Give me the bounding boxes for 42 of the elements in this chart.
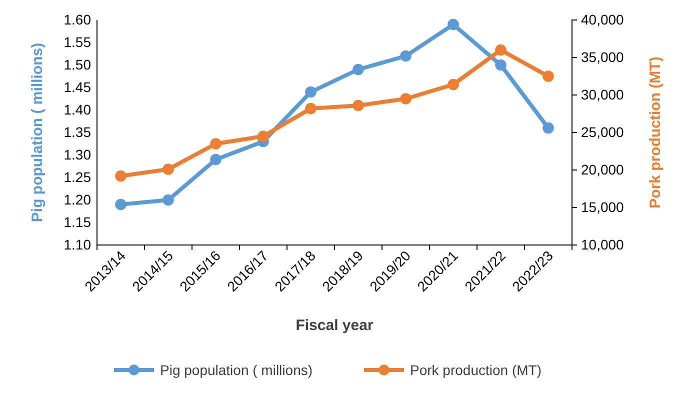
point <box>210 154 222 166</box>
point <box>305 86 316 98</box>
point <box>210 138 222 150</box>
point <box>448 18 459 30</box>
y2-tick-label: 15,000 <box>581 198 624 215</box>
point <box>115 170 126 182</box>
point <box>542 70 554 82</box>
y-tick-label: 1.40 <box>64 101 92 118</box>
point <box>448 78 459 90</box>
y-tick-label: 1.35 <box>64 124 92 140</box>
y-tick-label: 1.45 <box>64 78 92 95</box>
legend-label: Pork production (MT) <box>410 362 542 378</box>
y2-tick-label: 25,000 <box>581 124 624 140</box>
x-axis-title: Fiscal year <box>296 317 374 334</box>
y-axis-title: Pig population ( millions) <box>29 42 46 222</box>
y-tick-label: 1.60 <box>64 11 92 28</box>
point <box>542 122 554 134</box>
y-tick-label: 1.50 <box>64 56 92 72</box>
point <box>495 44 506 56</box>
legend-label: Pig population ( millions) <box>160 362 313 378</box>
point <box>162 164 174 175</box>
point <box>400 93 412 104</box>
y-tick-label: 1.10 <box>64 236 92 252</box>
y-tick-label: 1.25 <box>64 168 92 185</box>
point <box>495 59 506 71</box>
point <box>400 50 412 62</box>
point <box>162 194 174 206</box>
y2-tick-label: 20,000 <box>581 161 624 178</box>
point <box>305 102 316 114</box>
point <box>352 100 364 112</box>
point <box>115 198 126 210</box>
y2-tick-label: 35,000 <box>581 48 624 65</box>
y2-axis-title: Pork production (MT) <box>647 56 664 208</box>
y2-tick-label: 30,000 <box>581 86 624 102</box>
point <box>258 130 269 142</box>
y2-tick-label: 40,000 <box>581 11 624 28</box>
point <box>352 64 364 76</box>
y-tick-label: 1.30 <box>64 146 92 162</box>
y-tick-label: 1.15 <box>64 214 92 230</box>
y2-tick-label: 10,000 <box>581 236 624 252</box>
y-tick-label: 1.55 <box>64 34 92 50</box>
y-tick-label: 1.20 <box>64 191 92 208</box>
